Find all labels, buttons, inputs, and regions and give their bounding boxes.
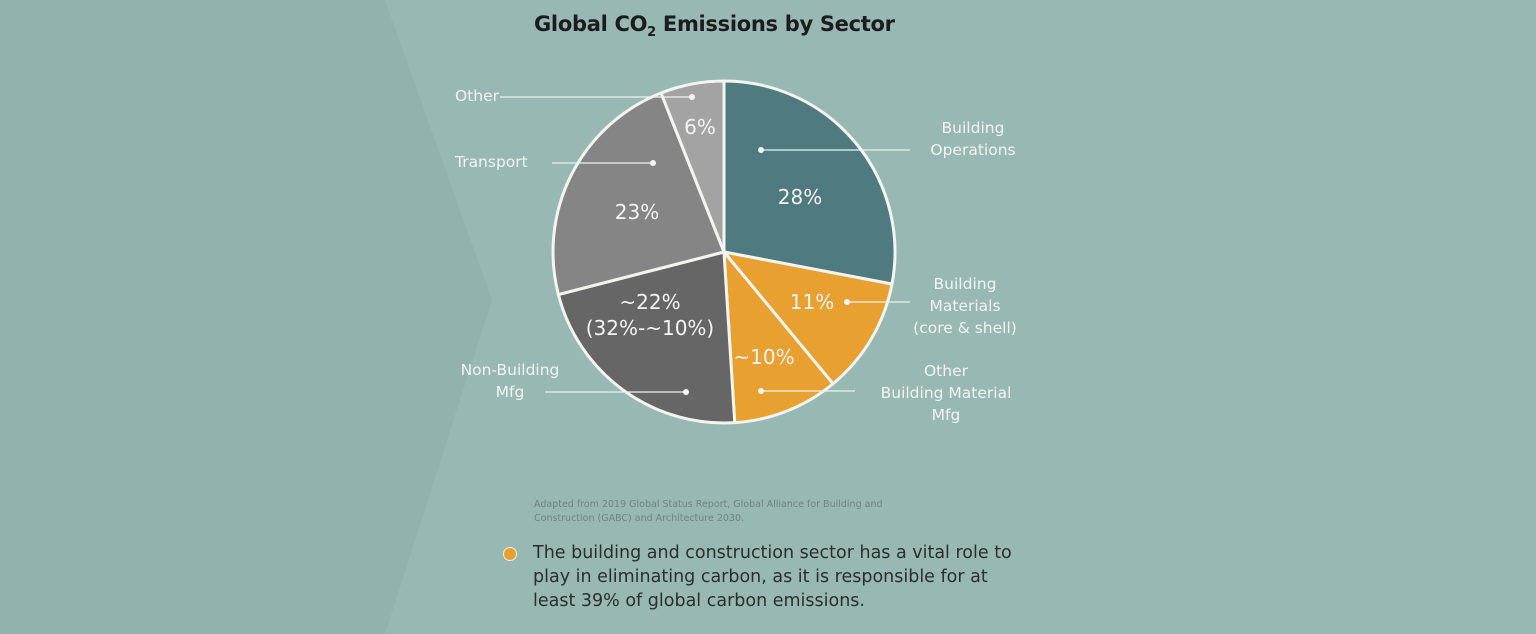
- label-building-operations: Building Operations: [930, 119, 1016, 159]
- value-other: 6%: [684, 115, 716, 139]
- label-other-building-material-mfg: Other Building Material Mfg: [880, 362, 1012, 424]
- leader-line-building-operations: [758, 147, 910, 153]
- value-transport: 23%: [614, 200, 660, 224]
- leader-line-building-materials: [844, 299, 910, 305]
- pie-slice-building-operations: [722, 79, 897, 286]
- leader-line-non-building-mfg: [545, 389, 689, 395]
- pie-slice-other: [659, 79, 726, 254]
- value-building-operations: 28%: [777, 185, 823, 209]
- pie-slice-building-materials: [722, 250, 894, 386]
- pie-slice-other-building-material-mfg: [722, 250, 835, 425]
- pie-slice-transport: [551, 91, 726, 297]
- value-other-building-material-mfg: ~10%: [733, 345, 795, 369]
- label-transport: Transport: [455, 153, 528, 171]
- value-building-materials: 11%: [789, 290, 835, 314]
- pie-slice-non-building-mfg: [556, 250, 737, 425]
- chart-title: Global CO2 Emissions by Sector: [534, 12, 895, 40]
- leader-line-other-building-material-mfg: [758, 388, 855, 394]
- body-text: The building and construction sector has…: [533, 543, 1012, 611]
- leader-line-other: [500, 94, 695, 100]
- label-other: Other: [455, 87, 500, 105]
- value-non-building-mfg: ~22% (32%-~10%): [585, 290, 715, 340]
- leader-line-transport: [552, 160, 656, 166]
- label-non-building-mfg: Non-Building Mfg: [460, 361, 560, 401]
- label-building-materials: Building Materials (core & shell): [913, 275, 1017, 337]
- bullet-icon: [503, 547, 517, 561]
- source-note: Adapted from 2019 Global Status Report, …: [534, 499, 883, 524]
